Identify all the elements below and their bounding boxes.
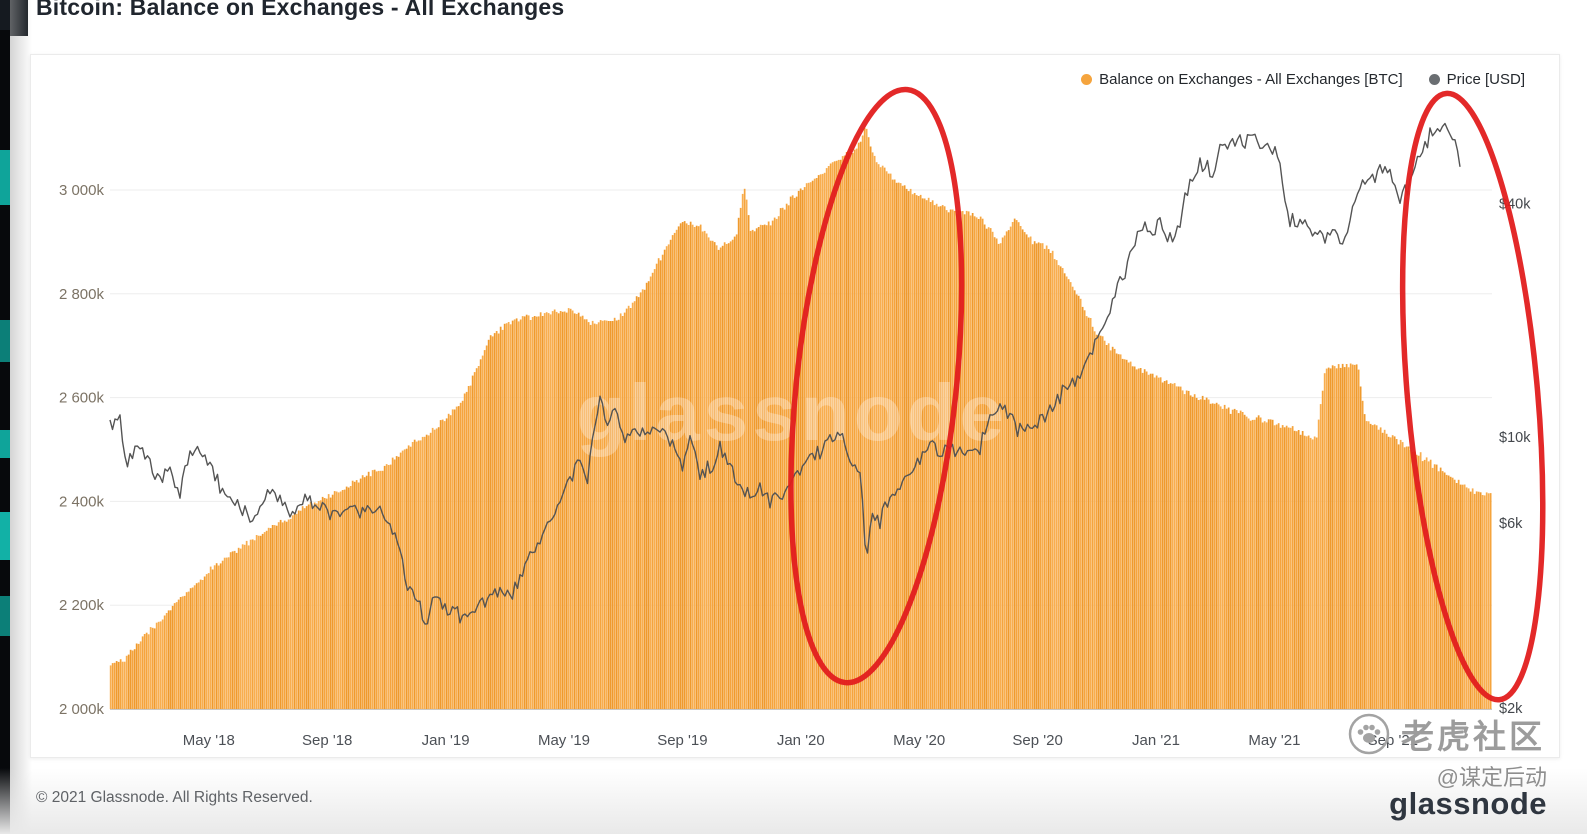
- legend-swatch-balance-icon: [1081, 74, 1093, 85]
- x-axis-tick-label: May '20: [893, 732, 945, 749]
- x-axis-tick-label: Sep '20: [1012, 732, 1062, 749]
- left-edge-fade: [10, 0, 32, 834]
- chart-title: Bitcoin: Balance on Exchanges - All Exch…: [36, 0, 565, 20]
- strip-segment: [0, 320, 10, 362]
- price-axis-tick-label: $10k: [1499, 430, 1531, 446]
- legend-swatch-price-icon: [1428, 74, 1440, 85]
- strip-segment: [0, 512, 10, 560]
- y-axis-tick-label: 2 800k: [59, 286, 105, 303]
- x-axis-tick-label: Sep '19: [657, 732, 707, 749]
- tiger-paw-icon: [1348, 713, 1390, 755]
- copyright-text: © 2021 Glassnode. All Rights Reserved.: [36, 789, 313, 806]
- y-axis-tick-label: 3 000k: [59, 182, 105, 199]
- x-axis-labels: May '18 Sep '18 Jan '19 May '19 Sep '19 Jan '…: [183, 732, 1418, 749]
- legend-label-price: Price [USD]: [1446, 71, 1525, 88]
- x-axis-tick-label: Jan '19: [422, 732, 470, 749]
- x-axis-tick-label: Jan '21: [1132, 732, 1180, 749]
- right-axis-labels: $2k$6k$10k$40k: [1499, 196, 1531, 717]
- bottom-fade: [0, 768, 1587, 834]
- x-axis-tick-label: May '18: [183, 732, 235, 749]
- y-axis-tick-label: 2 200k: [59, 597, 105, 614]
- community-handle: @谋定后动: [1436, 765, 1547, 790]
- y-axis-tick-label: 2 000k: [59, 701, 105, 718]
- x-axis-tick-label: Sep '18: [302, 732, 352, 749]
- tiger-community-watermark: 老虎社区: [1347, 710, 1545, 758]
- x-axis-tick-label: May '21: [1248, 732, 1300, 749]
- strip-segment: [0, 150, 10, 205]
- strip-segment: [0, 0, 10, 30]
- tiger-community-name: 老虎社区: [1401, 718, 1545, 755]
- left-edge-strip: [0, 0, 10, 834]
- x-axis-tick-label: Jan '20: [777, 732, 825, 749]
- annotation-circles: [788, 86, 1546, 703]
- glassnode-wordmark: glassnode: [1389, 786, 1547, 821]
- strip-segment: [0, 430, 10, 458]
- red-annotation-ellipse: [788, 86, 965, 686]
- y-axis-tick-label: 2 600k: [59, 390, 105, 407]
- price-line-series: [109, 122, 1461, 625]
- x-axis-tick-label: Sep '21: [1368, 732, 1418, 749]
- legend-item-price[interactable]: Price [USD]: [1428, 71, 1525, 88]
- price-axis-tick-label: $2k: [1499, 701, 1523, 717]
- left-axis-labels: 2 000k 2 200k 2 400k 2 600k 2 800k 3 000k: [59, 182, 105, 718]
- legend-item-balance[interactable]: Balance on Exchanges - All Exchanges [BT…: [1081, 71, 1403, 88]
- red-annotation-ellipse: [1399, 90, 1546, 703]
- legend-label-balance: Balance on Exchanges - All Exchanges [BT…: [1099, 71, 1403, 88]
- chart-legend: Balance on Exchanges - All Exchanges [BT…: [1081, 71, 1525, 88]
- y-axis-tick-label: 2 400k: [59, 493, 105, 510]
- strip-segment: [0, 596, 10, 636]
- x-axis-tick-label: May '19: [538, 732, 590, 749]
- price-axis-tick-label: $6k: [1499, 516, 1523, 532]
